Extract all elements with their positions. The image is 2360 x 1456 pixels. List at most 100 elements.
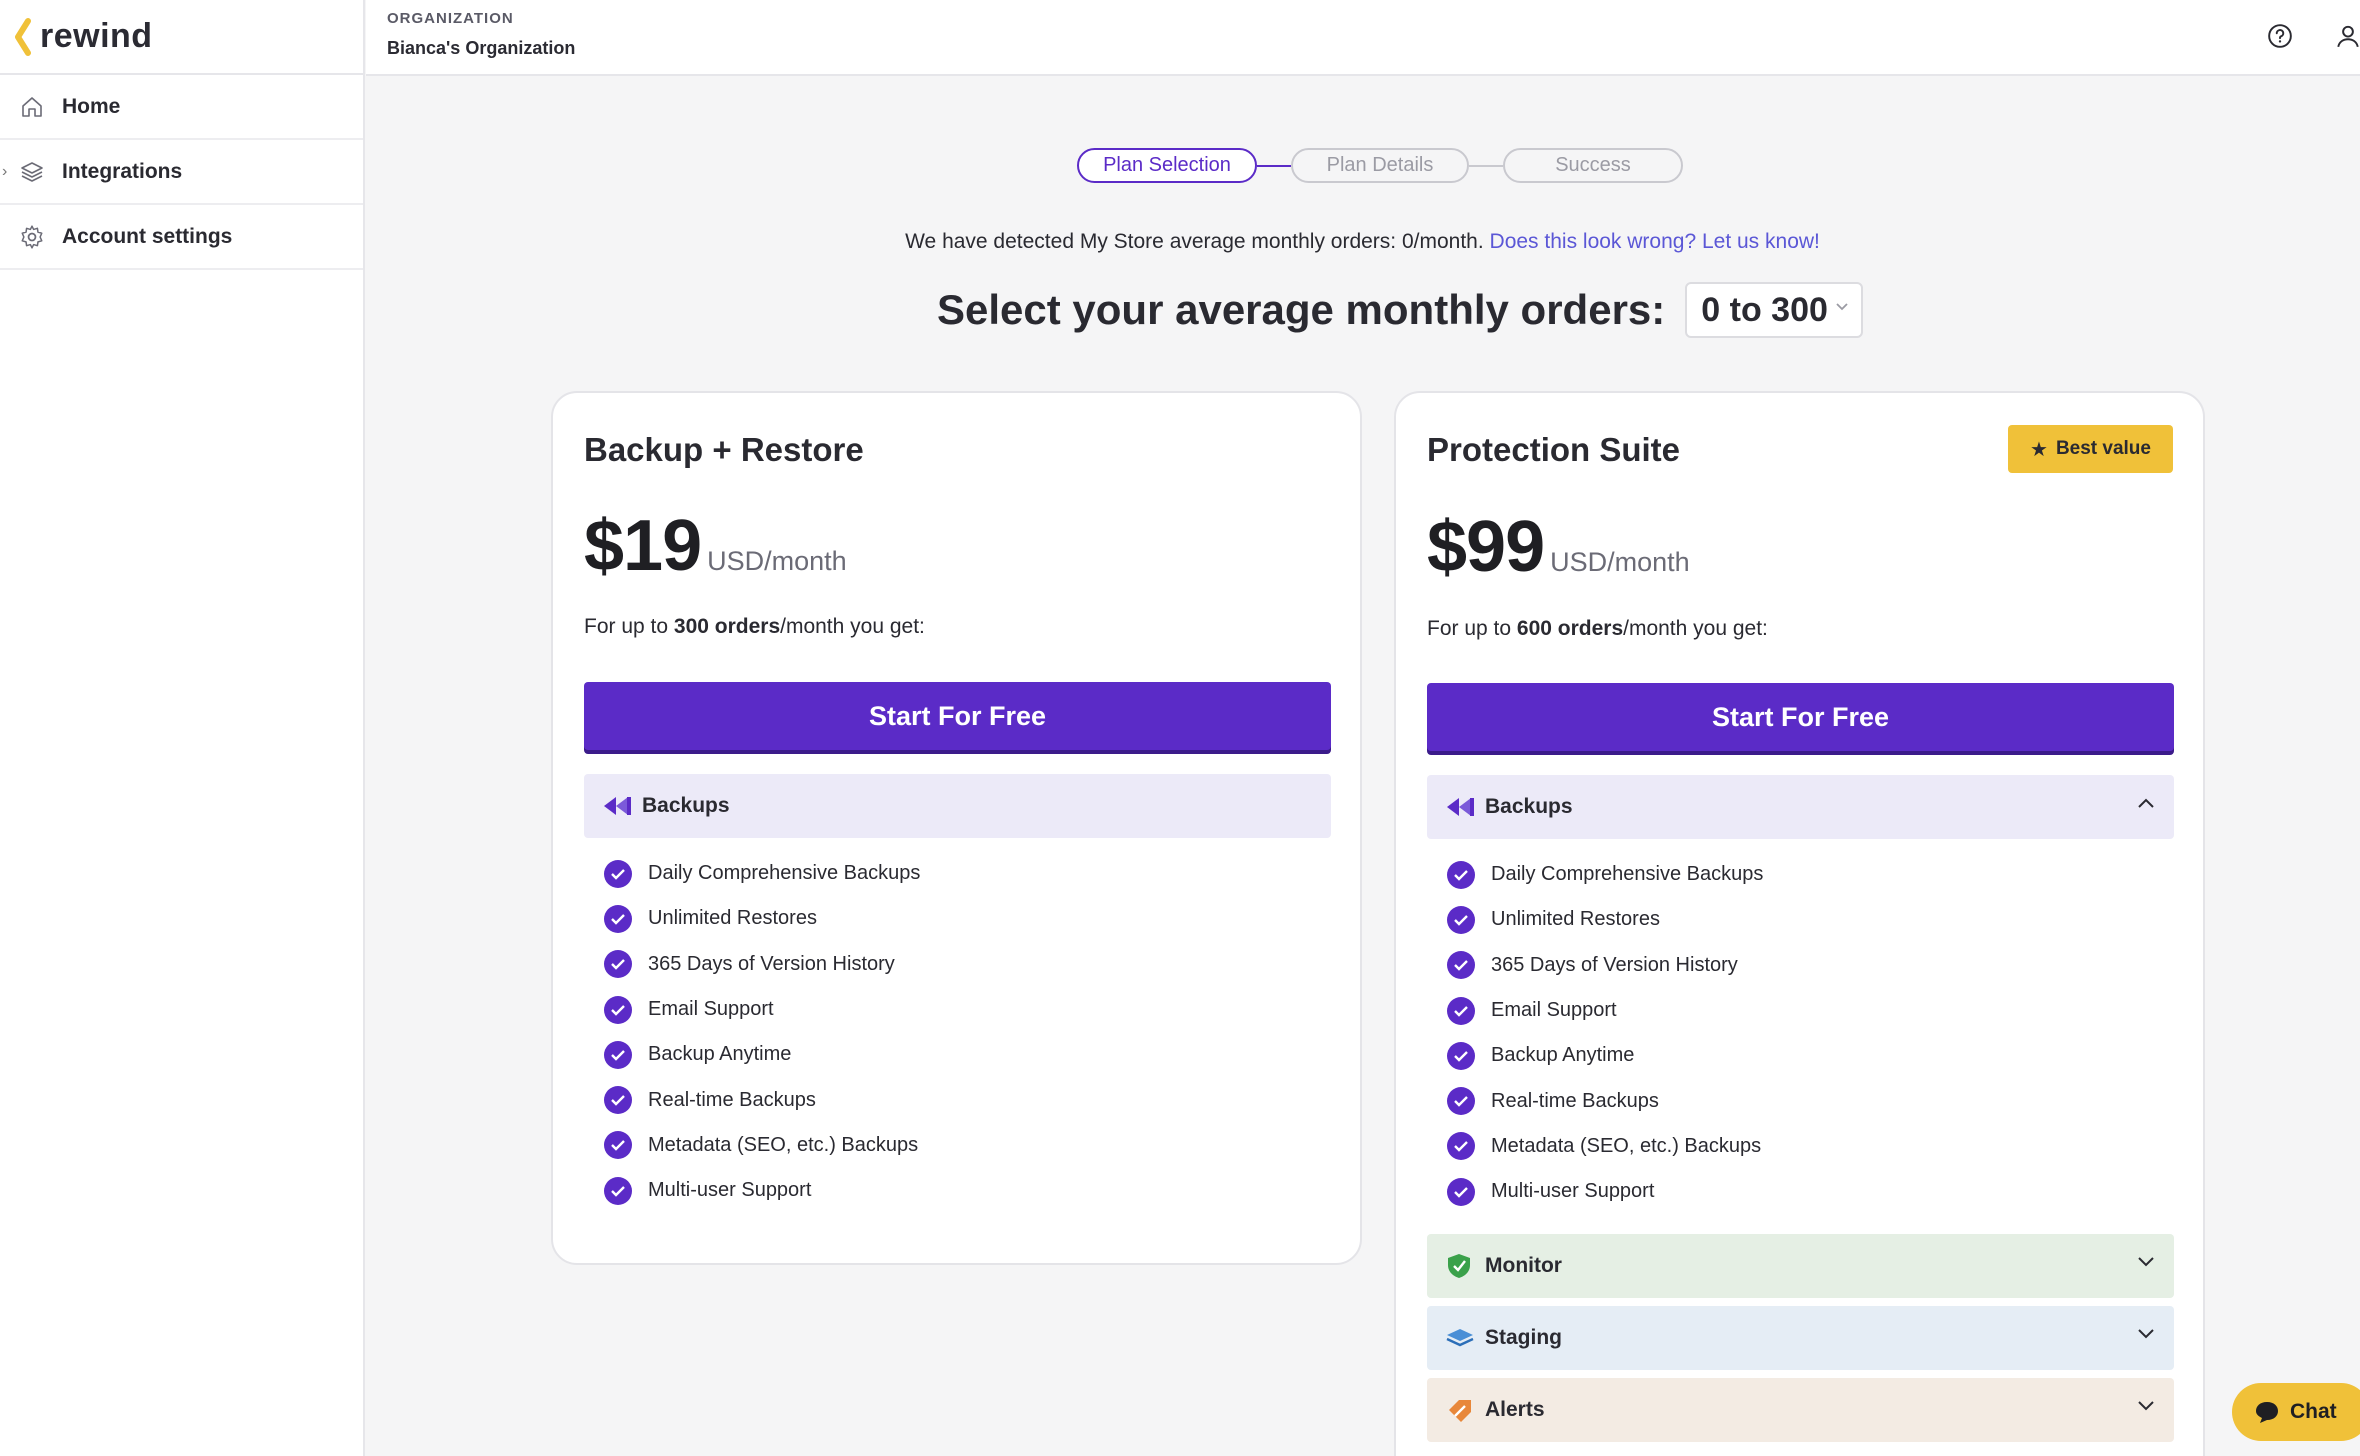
feature-label: Real-time Backups	[1491, 1089, 1659, 1112]
feature-item: Daily Comprehensive Backups	[604, 851, 920, 896]
feature-label: Metadata (SEO, etc.) Backups	[648, 1133, 919, 1156]
feature-item: Real-time Backups	[1447, 1078, 1763, 1123]
step-success[interactable]: Success	[1503, 148, 1683, 183]
feature-label: Real-time Backups	[648, 1088, 816, 1111]
plan-title: Backup + Restore	[584, 431, 864, 468]
feature-item: Unlimited Restores	[1447, 897, 1763, 942]
orders-range-select[interactable]: 0 to 300	[1685, 282, 1864, 338]
plan-card-protection-suite: Protection Suite ★ Best value $99 USD/mo…	[1394, 391, 2205, 1456]
chevron-down-icon[interactable]	[2136, 1328, 2156, 1340]
section-staging[interactable]: Staging	[1427, 1306, 2174, 1370]
chevron-right-icon[interactable]: ›	[2, 162, 8, 180]
plan-price: $99 USD/month	[1427, 506, 1690, 588]
step-connector	[1469, 164, 1503, 167]
limit-orders: 300 orders	[673, 615, 781, 638]
step-connector	[1257, 164, 1291, 167]
feature-label: Email Support	[1491, 999, 1617, 1022]
best-value-badge: ★ Best value	[2008, 425, 2173, 473]
feature-item: Metadata (SEO, etc.) Backups	[1447, 1124, 1763, 1169]
report-wrong-link[interactable]: Does this look wrong? Let us know!	[1489, 230, 1820, 253]
shield-icon	[1445, 1252, 1477, 1280]
feature-item: 365 Days of Version History	[1447, 943, 1763, 988]
section-monitor[interactable]: Monitor	[1427, 1234, 2174, 1298]
home-icon	[18, 93, 46, 121]
help-icon[interactable]	[2264, 20, 2296, 52]
limit-prefix: For up to	[1427, 617, 1517, 640]
detected-orders-message: We have detected My Store average monthl…	[905, 230, 1484, 253]
staging-layers-icon	[1445, 1324, 1477, 1352]
badge-label: Best value	[2055, 438, 2151, 459]
feature-label: Metadata (SEO, etc.) Backups	[1491, 1134, 1762, 1157]
feature-list: Daily Comprehensive Backups Unlimited Re…	[604, 851, 920, 1213]
limit-orders: 600 orders	[1516, 617, 1624, 640]
section-label: Alerts	[1485, 1398, 1545, 1421]
feature-item: Real-time Backups	[604, 1077, 920, 1122]
chat-button[interactable]: Chat	[2232, 1383, 2360, 1441]
check-icon	[604, 1131, 632, 1160]
check-icon	[604, 995, 632, 1024]
orders-select-row: Select your average monthly orders: 0 to…	[937, 282, 1864, 338]
chevron-down-icon	[1836, 303, 1848, 311]
chat-label: Chat	[2290, 1400, 2337, 1423]
section-backups[interactable]: Backups	[1427, 775, 2174, 839]
step-plan-details[interactable]: Plan Details	[1291, 148, 1469, 183]
feature-label: Daily Comprehensive Backups	[1491, 863, 1764, 886]
check-icon	[1447, 1041, 1475, 1070]
backups-rewind-icon	[602, 792, 634, 820]
section-alerts[interactable]: Alerts	[1427, 1378, 2174, 1442]
plan-stepper: Plan Selection Plan Details Success	[1077, 148, 1683, 183]
step-plan-selection[interactable]: Plan Selection	[1077, 148, 1257, 183]
feature-item: Backup Anytime	[1447, 1033, 1763, 1078]
price-amount: $19	[584, 506, 702, 586]
section-backups: Backups	[584, 774, 1331, 838]
feature-label: Multi-user Support	[648, 1179, 812, 1202]
feature-label: Backup Anytime	[648, 1043, 792, 1066]
feature-label: Daily Comprehensive Backups	[648, 862, 921, 885]
feature-item: Email Support	[1447, 988, 1763, 1033]
plan-card-backup-restore: Backup + Restore $19 USD/month For up to…	[551, 391, 1362, 1265]
price-unit: USD/month	[1550, 547, 1690, 577]
feature-label: Multi-user Support	[1491, 1180, 1655, 1203]
feature-item: 365 Days of Version History	[604, 942, 920, 987]
feature-label: Unlimited Restores	[648, 907, 817, 930]
user-icon[interactable]	[2332, 20, 2360, 52]
check-icon	[1447, 1177, 1475, 1206]
section-label: Monitor	[1485, 1254, 1562, 1277]
feature-item: Metadata (SEO, etc.) Backups	[604, 1123, 920, 1168]
plan-title: Protection Suite	[1427, 431, 1681, 468]
top-header: ORGANIZATION Bianca's Organization	[366, 0, 2360, 76]
start-for-free-button[interactable]: Start For Free	[1427, 683, 2174, 751]
limit-prefix: For up to	[584, 615, 674, 638]
logo[interactable]: rewind	[0, 0, 363, 75]
sidebar-item-integrations[interactable]: › Integrations	[0, 140, 363, 205]
detected-orders-text: We have detected My Store average monthl…	[0, 230, 2360, 254]
feature-item: Multi-user Support	[604, 1168, 920, 1213]
logo-text: rewind	[40, 17, 153, 55]
section-label: Backups	[1485, 795, 1573, 818]
check-icon	[604, 950, 632, 979]
sidebar-item-home[interactable]: Home	[0, 75, 363, 140]
feature-item: Daily Comprehensive Backups	[1447, 852, 1763, 897]
layers-icon	[18, 158, 46, 186]
sidebar-item-account-settings[interactable]: Account settings	[0, 205, 363, 270]
org-name[interactable]: Bianca's Organization	[387, 38, 576, 58]
star-icon: ★	[2030, 438, 2048, 461]
chevron-up-icon[interactable]	[2136, 797, 2156, 809]
start-for-free-button[interactable]: Start For Free	[584, 682, 1331, 750]
chevron-down-icon[interactable]	[2136, 1256, 2156, 1268]
orders-range-value: 0 to 300	[1701, 290, 1828, 329]
chevron-down-icon[interactable]	[2136, 1400, 2156, 1412]
spacer	[336, 20, 368, 52]
feature-label: 365 Days of Version History	[1491, 953, 1738, 976]
check-icon	[604, 859, 632, 888]
sidebar: rewind Home › Integrations Account setti…	[0, 0, 365, 1456]
sidebar-item-label: Account settings	[62, 224, 233, 248]
check-icon	[1447, 1132, 1475, 1161]
limit-suffix: /month you get:	[780, 615, 925, 638]
feature-item: Email Support	[604, 987, 920, 1032]
check-icon	[1447, 996, 1475, 1025]
check-icon	[1447, 951, 1475, 980]
check-icon	[1447, 1087, 1475, 1116]
feature-list: Daily Comprehensive Backups Unlimited Re…	[1447, 852, 1763, 1214]
check-icon	[1447, 860, 1475, 889]
